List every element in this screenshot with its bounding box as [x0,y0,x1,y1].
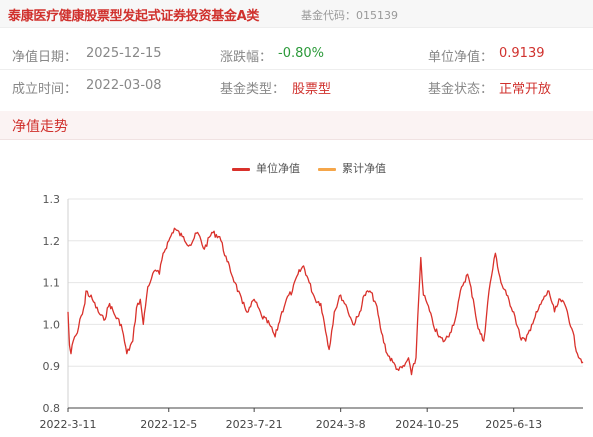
x-tick-label: 2024-10-25 [395,418,459,431]
y-tick-label: 0.8 [43,402,61,415]
y-tick-label: 1.1 [43,277,61,290]
fund-code-value: 015139 [356,9,398,22]
x-tick-label: 2025-6-13 [485,418,542,431]
chart-legend: 单位净值 累计净值 [0,160,593,176]
fund-type-value: 股票型 [292,82,332,97]
nav-date-value: 2025-12-15 [86,46,162,61]
x-axis: 2022-3-11 2022-12-5 2023-7-21 2024-3-8 2024-… [40,407,583,431]
y-tick-label: 0.9 [43,360,61,373]
nav-date-label: 净值日期： [12,50,78,65]
fund-header: 泰康医疗健康股票型发起式证券投资基金A类 基金代码：015139 [0,0,593,28]
fund-code: 基金代码：015139 [301,7,398,23]
change-value: -0.80% [278,46,324,61]
legend-unit-nav[interactable]: 单位净值 [232,160,300,176]
y-tick-label: 1.2 [43,235,61,248]
chart-grid [68,198,583,409]
x-tick-label: 2022-3-11 [40,418,97,431]
y-axis: 0.8 0.9 1.0 1.1 1.2 1.3 [43,193,69,415]
legend-unit-nav-swatch [232,167,250,171]
legend-cumulative-nav[interactable]: 累计净值 [318,160,386,176]
chart-series [67,227,584,376]
unit-nav-value: 0.9139 [499,46,545,61]
x-tick-label: 2023-7-21 [226,418,283,431]
fund-status-label: 基金状态： [428,82,494,97]
unit-nav-label: 单位净值： [428,50,494,65]
y-tick-label: 1.0 [43,318,61,331]
info-divider [0,69,593,70]
legend-cumulative-nav-label: 累计净值 [342,162,386,175]
series-unit-nav-line [67,227,584,376]
inception-date-label: 成立时间： [12,82,78,97]
fund-name: 泰康医疗健康股票型发起式证券投资基金A类 [8,9,260,24]
fund-type-label: 基金类型： [220,82,286,97]
nav-trend-tab[interactable]: 净值走势 [0,111,593,140]
fund-status-value: 正常开放 [499,82,552,97]
change-label: 涨跌幅： [220,50,273,65]
y-tick-label: 1.3 [43,193,61,206]
x-tick-label: 2022-12-5 [140,418,197,431]
section-title: 净值走势 [12,119,68,135]
info-row-1: 净值日期： 2025-12-15 涨跌幅： -0.80% 单位净值： 0.913… [0,44,593,66]
inception-date-value: 2022-03-08 [86,78,162,93]
fund-code-label: 基金代码： [301,9,356,22]
legend-unit-nav-label: 单位净值 [256,162,300,175]
legend-cumulative-nav-swatch [318,167,336,171]
info-row-2: 成立时间： 2022-03-08 基金类型： 股票型 基金状态： 正常开放 [0,76,593,98]
x-tick-label: 2024-3-8 [316,418,366,431]
